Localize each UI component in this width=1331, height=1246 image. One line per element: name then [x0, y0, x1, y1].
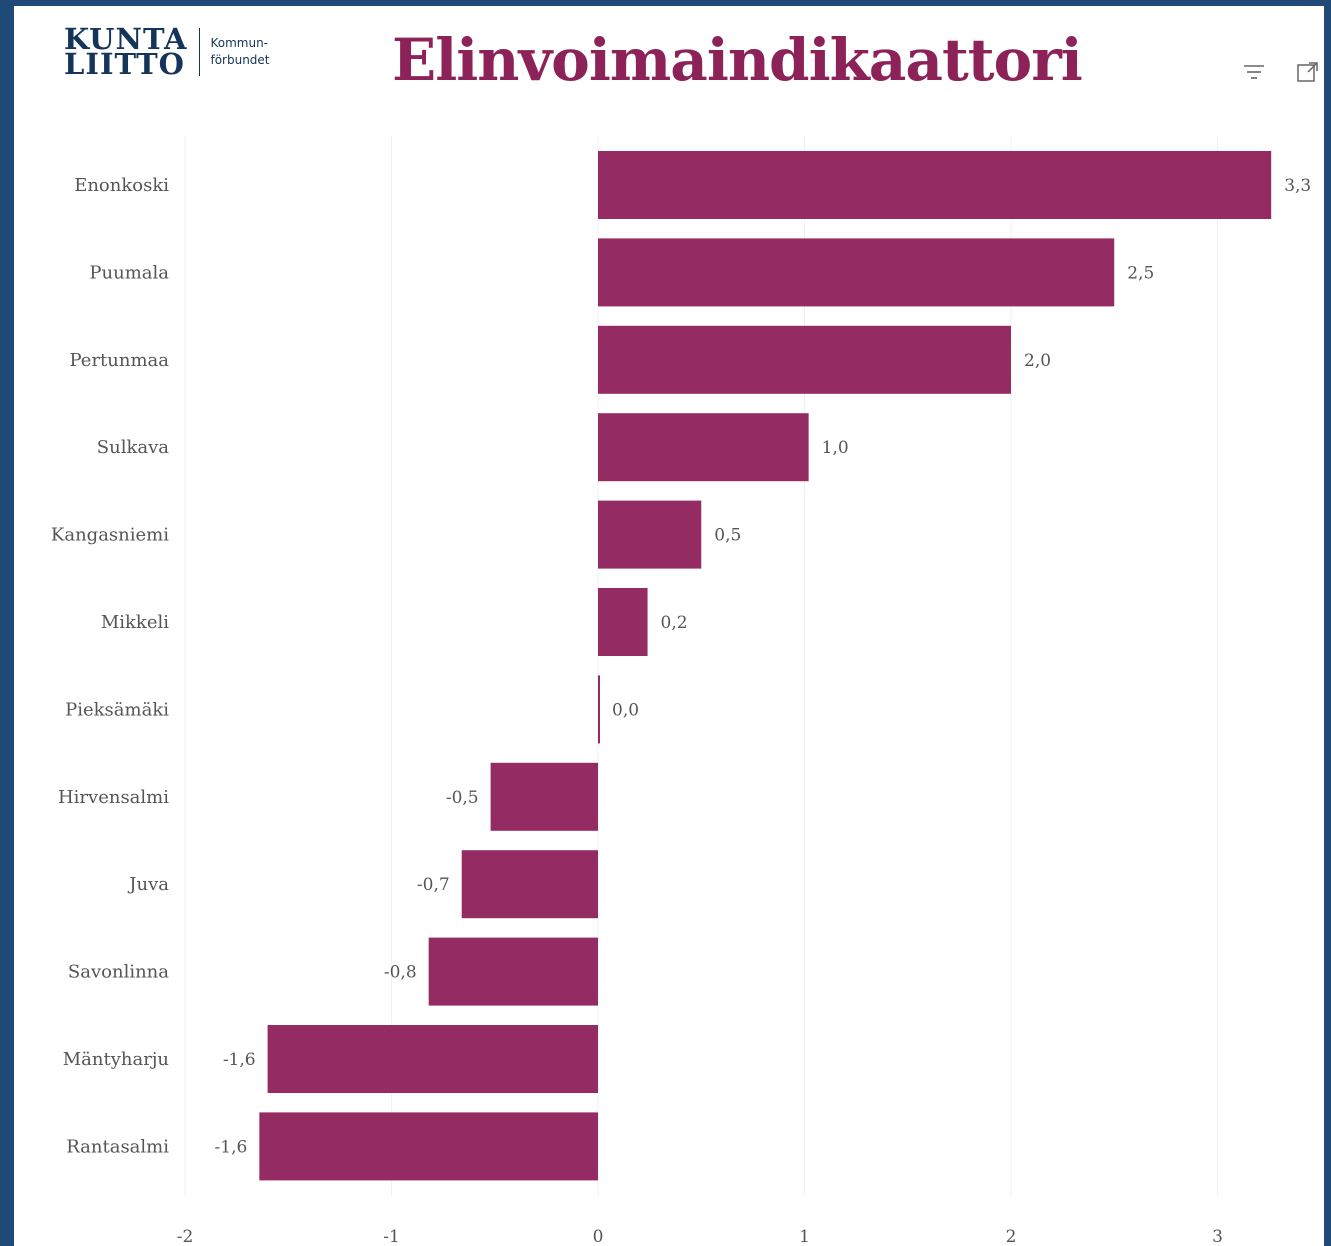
logo-wordmark: KUNTA LIITTO: [64, 22, 188, 81]
x-tick-label: 1: [799, 1227, 810, 1246]
focus-mode-icon[interactable]: [1296, 60, 1320, 84]
data-label: -0,5: [446, 788, 479, 808]
category-label: Sulkava: [97, 437, 169, 458]
data-label: 2,5: [1127, 263, 1154, 283]
data-label: -1,6: [223, 1050, 256, 1070]
kuntaliitto-logo: KUNTA LIITTO Kommun- förbundet: [64, 22, 270, 82]
category-label: Kangasniemi: [51, 525, 169, 546]
x-tick-label: 3: [1212, 1227, 1223, 1246]
data-label: -0,8: [384, 963, 417, 983]
logo-line1: KUNTA: [64, 22, 188, 56]
category-label: Mikkeli: [101, 612, 169, 633]
category-label: Mäntyharju: [63, 1049, 169, 1070]
logo-sub-line2: förbundet: [210, 53, 270, 67]
bar[interactable]: [598, 588, 648, 656]
category-label: Rantasalmi: [66, 1136, 169, 1157]
bar[interactable]: [267, 1025, 598, 1093]
logo-sub-line1: Kommun-: [210, 36, 269, 50]
logo-line2: LIITTO: [64, 47, 185, 81]
bar[interactable]: [598, 151, 1272, 219]
category-label: Puumala: [89, 262, 169, 283]
bar[interactable]: [598, 413, 809, 482]
data-label: -0,7: [417, 875, 450, 895]
x-tick-label: 2: [1006, 1227, 1017, 1246]
page-title: Elinvoimaindikaattori: [392, 26, 1083, 94]
data-label: -1,6: [215, 1137, 248, 1157]
bar[interactable]: [428, 937, 598, 1006]
category-label: Enonkoski: [74, 175, 169, 196]
data-label: 0,2: [661, 613, 688, 633]
x-tick-label: -2: [177, 1227, 194, 1246]
bar-chart: -2 -1 0 1 2 3 Enonkoski 3,3 Puumala 2,5 Pertunmaa 2…: [51, 136, 1311, 1246]
data-label: 2,0: [1024, 351, 1051, 371]
bar[interactable]: [598, 500, 702, 569]
logo-divider: [199, 28, 201, 76]
category-label: Pieksämäki: [65, 699, 169, 720]
data-label: 3,3: [1284, 176, 1311, 196]
bar[interactable]: [490, 762, 598, 831]
category-label: Savonlinna: [68, 962, 169, 983]
x-tick-label: 0: [593, 1227, 604, 1246]
bar[interactable]: [259, 1112, 598, 1181]
bar[interactable]: [598, 238, 1115, 307]
data-label: 0,5: [714, 526, 741, 546]
x-tick-label: -1: [383, 1227, 400, 1246]
report-frame: KUNTA LIITTO Kommun- förbundet Elinvoima…: [14, 6, 1324, 1246]
category-label: Hirvensalmi: [58, 787, 169, 808]
category-label: Pertunmaa: [69, 350, 169, 371]
data-label: 0,0: [612, 700, 639, 720]
data-label: 1,0: [822, 438, 849, 458]
bar[interactable]: [598, 325, 1011, 394]
category-label: Juva: [127, 874, 169, 895]
bar[interactable]: [461, 850, 598, 919]
bar[interactable]: [598, 675, 600, 744]
filter-icon[interactable]: [1242, 60, 1266, 84]
logo-subtitle: Kommun- förbundet: [210, 35, 269, 69]
